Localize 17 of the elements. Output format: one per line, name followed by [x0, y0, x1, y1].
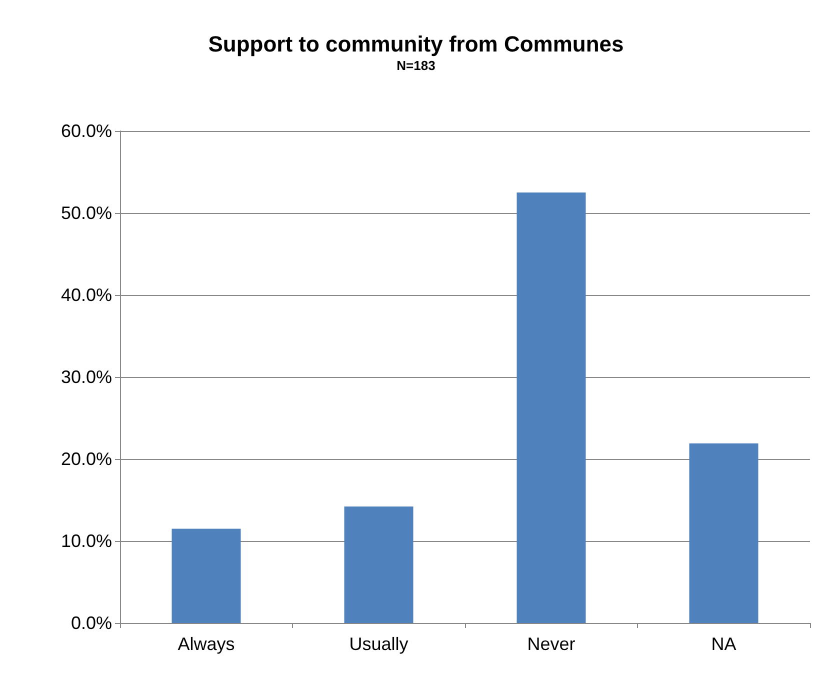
bar: [516, 192, 586, 623]
y-tick-label: 60.0%: [60, 121, 112, 141]
x-tick-label: NA: [711, 634, 736, 654]
y-tick-label: 30.0%: [60, 367, 112, 387]
y-tick-label: 40.0%: [60, 285, 112, 305]
x-tick-label: Never: [527, 634, 576, 654]
x-tick-label: Always: [178, 634, 235, 654]
y-tick-label: 10.0%: [60, 531, 112, 551]
x-tick-label: Usually: [349, 634, 408, 654]
y-tick-label: 0.0%: [70, 613, 112, 633]
bar: [689, 443, 758, 623]
bar: [344, 506, 414, 623]
y-tick-label: 50.0%: [60, 203, 112, 223]
chart-subtitle: N=183: [396, 58, 436, 73]
y-tick-label: 20.0%: [60, 449, 112, 469]
chart-title: Support to community from Communes: [208, 32, 624, 56]
bar: [172, 528, 241, 623]
